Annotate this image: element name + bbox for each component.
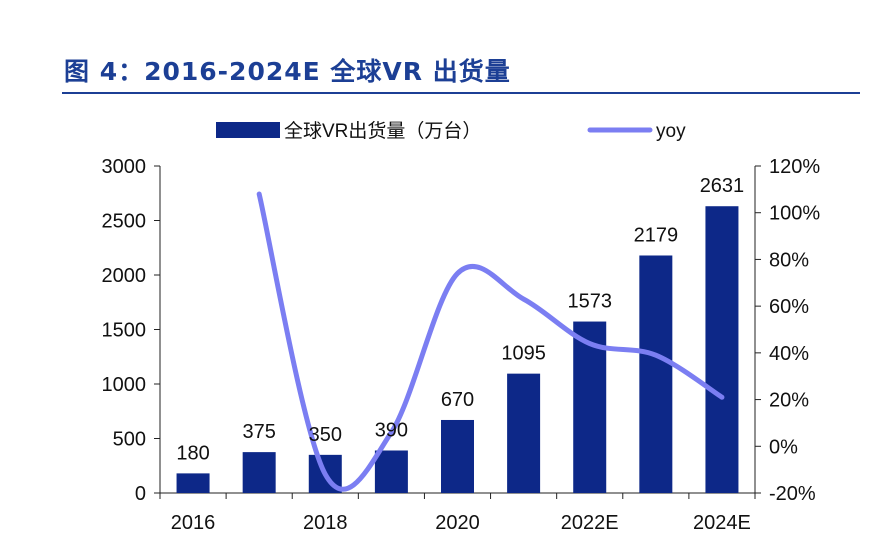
bar — [242, 452, 276, 493]
right-axis-tick-label: 120% — [769, 156, 820, 178]
left-axis-tick-label: 2500 — [102, 211, 147, 233]
right-axis-tick-label: 20% — [769, 390, 809, 412]
bar-data-label: 350 — [309, 424, 342, 446]
left-axis-tick-label: 1000 — [102, 374, 147, 396]
bar-data-label: 670 — [441, 389, 474, 411]
bar-data-label: 1573 — [567, 291, 612, 313]
title-rule — [62, 92, 860, 94]
x-axis-tick-label: 2016 — [171, 512, 216, 534]
bar-series — [176, 206, 739, 493]
left-axis-tick-label: 3000 — [102, 156, 147, 178]
x-axis-tick-label: 2020 — [435, 512, 480, 534]
bar — [441, 419, 474, 493]
bar-data-label: 2631 — [700, 175, 745, 197]
yoy-line-series — [256, 191, 725, 492]
x-axis-tick-label: 2024E — [693, 512, 751, 534]
bar-data-label: 180 — [176, 442, 209, 464]
bar — [176, 473, 210, 493]
bar — [639, 255, 673, 493]
right-axis-tick-label: 0% — [769, 436, 798, 458]
legend-line-label: yoy — [656, 121, 686, 142]
right-axis-tick-label: 40% — [769, 343, 809, 365]
x-axis-tick-label: 2018 — [303, 512, 348, 534]
bar — [573, 321, 607, 493]
right-axis-tick-label: 80% — [769, 249, 809, 271]
left-axis-tick-label: 500 — [113, 429, 146, 451]
data-labels: 180 375 350 390 670 1095 1573 2179 2631 — [176, 175, 744, 464]
right-axis-tick-label: 60% — [769, 296, 809, 318]
left-axis-tick-label: 0 — [135, 483, 146, 505]
bar — [507, 373, 541, 493]
bar-data-label: 2179 — [634, 224, 679, 246]
figure-title: 图 4：2016-2024E 全球VR 出货量 — [64, 57, 511, 86]
legend: 全球VR出货量（万台） yoy — [216, 120, 686, 142]
left-axis-tick-label: 1500 — [102, 320, 147, 342]
yoy-line — [256, 191, 725, 492]
bar — [374, 450, 408, 493]
legend-bar-swatch — [216, 122, 280, 138]
bar-data-label: 375 — [242, 421, 275, 443]
x-axis-tick-label: 2022E — [561, 512, 619, 534]
legend-bar-label: 全球VR出货量（万台） — [284, 120, 481, 142]
left-axis-tick-label: 2000 — [102, 265, 147, 287]
right-axis-tick-label: 100% — [769, 203, 820, 225]
bar-data-label: 1095 — [501, 343, 546, 365]
bar-data-label: 390 — [375, 419, 408, 441]
bar — [705, 206, 739, 493]
right-axis-tick-label: -20% — [769, 483, 816, 505]
